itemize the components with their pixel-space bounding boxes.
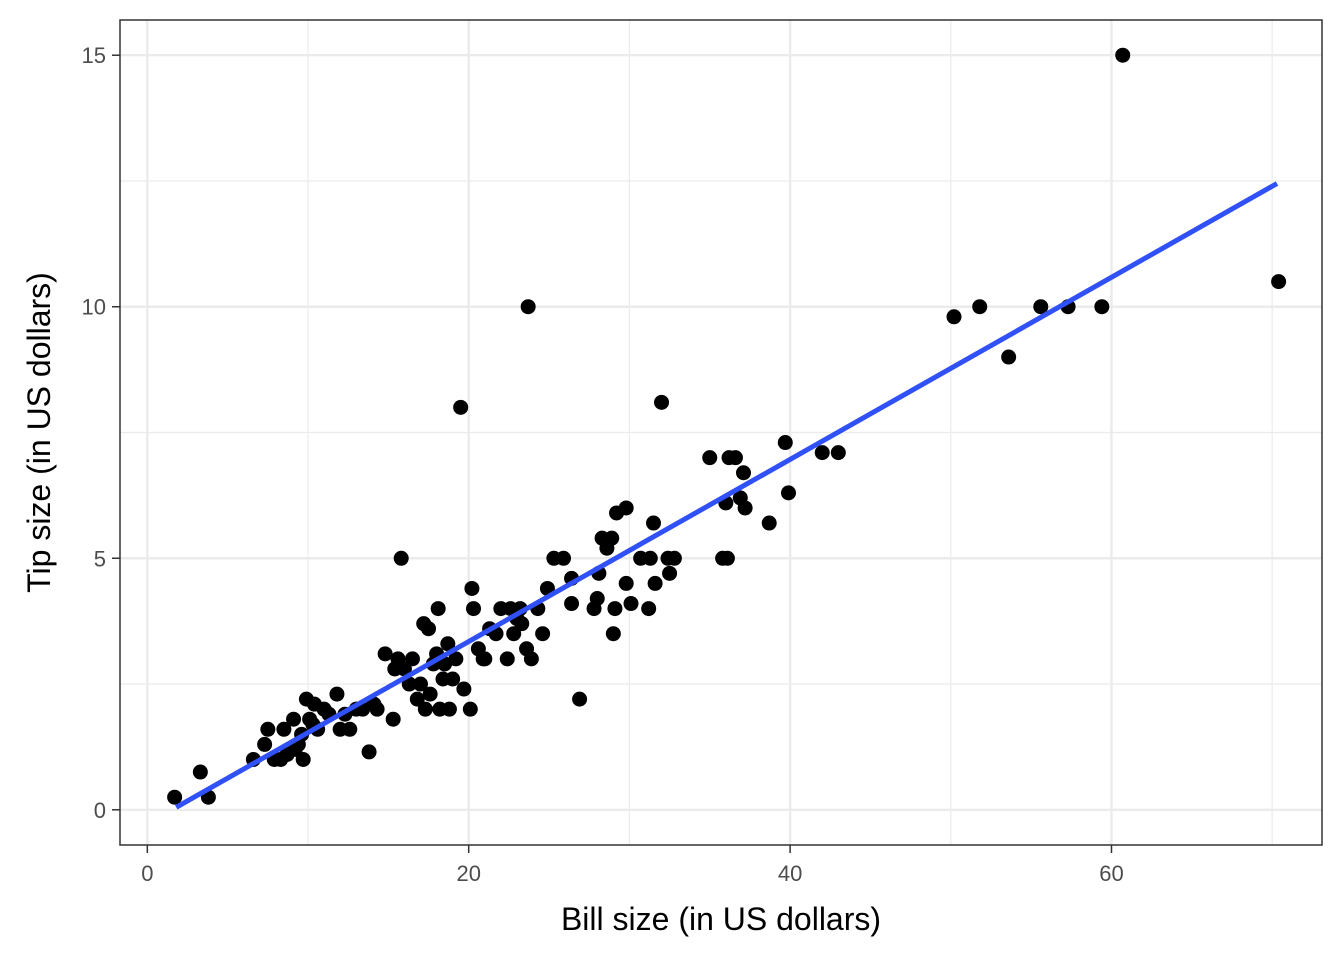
data-point xyxy=(401,676,417,692)
data-point xyxy=(727,450,743,466)
data-point xyxy=(430,601,446,617)
data-point xyxy=(702,450,718,466)
data-point xyxy=(666,550,682,566)
y-axis-title: Tip size (in US dollars) xyxy=(21,272,57,593)
data-point xyxy=(342,721,358,737)
data-point xyxy=(295,751,311,767)
panel-border xyxy=(119,19,1323,846)
data-point xyxy=(654,394,670,410)
data-point xyxy=(777,435,793,451)
x-tick-label: 40 xyxy=(778,861,802,886)
data-point xyxy=(329,686,345,702)
data-point xyxy=(737,500,753,516)
grid-minor xyxy=(120,20,1322,845)
data-point xyxy=(641,601,657,617)
y-tick-label: 5 xyxy=(94,546,106,571)
data-point xyxy=(413,676,428,692)
data-point xyxy=(1033,299,1049,315)
data-point xyxy=(761,515,777,531)
data-point xyxy=(369,701,385,717)
data-point xyxy=(260,721,276,737)
data-point xyxy=(564,596,580,612)
data-point xyxy=(646,515,662,531)
data-point xyxy=(477,651,493,667)
data-point xyxy=(499,651,515,667)
data-point xyxy=(618,500,634,516)
data-point xyxy=(520,299,536,315)
x-axis-title: Bill size (in US dollars) xyxy=(561,901,881,937)
data-point xyxy=(1115,47,1131,63)
x-tick-label: 0 xyxy=(141,861,153,886)
data-point xyxy=(572,691,588,707)
data-point xyxy=(589,591,605,607)
data-point xyxy=(404,651,420,667)
data-point xyxy=(393,550,409,566)
data-point xyxy=(523,651,539,667)
data-point xyxy=(464,580,480,596)
data-point xyxy=(735,465,751,481)
data-point xyxy=(396,661,412,677)
data-point xyxy=(440,636,456,652)
data-point xyxy=(448,651,464,667)
data-point xyxy=(441,701,457,717)
data-point xyxy=(814,445,830,461)
data-point xyxy=(361,744,377,760)
x-axis: 0 20 40 60 xyxy=(141,845,1124,886)
data-point xyxy=(276,721,292,737)
data-point xyxy=(286,711,302,727)
data-point xyxy=(257,736,273,752)
data-point xyxy=(647,575,663,591)
data-point xyxy=(506,626,522,642)
regression-line-segment xyxy=(175,181,1279,810)
y-tick-label: 15 xyxy=(82,43,106,68)
data-point xyxy=(604,530,620,546)
data-point xyxy=(1001,349,1017,365)
data-point xyxy=(1094,299,1110,315)
data-point xyxy=(453,399,469,415)
data-point xyxy=(466,601,482,617)
regression-line xyxy=(175,181,1279,810)
data-point xyxy=(421,621,437,637)
x-tick-label: 20 xyxy=(456,861,480,886)
data-point xyxy=(409,691,425,707)
data-point xyxy=(719,550,735,566)
data-point xyxy=(462,701,478,717)
data-point xyxy=(972,299,988,315)
data-point xyxy=(607,601,623,617)
data-point xyxy=(514,616,530,632)
data-point xyxy=(618,575,634,591)
data-point xyxy=(780,485,796,501)
data-point xyxy=(192,764,208,780)
data-point xyxy=(377,646,393,662)
data-point xyxy=(623,596,639,612)
data-point xyxy=(456,681,472,697)
y-tick-label: 0 xyxy=(94,798,106,823)
y-axis: 0 5 10 15 xyxy=(82,43,120,823)
data-point xyxy=(167,789,183,805)
data-point xyxy=(946,309,962,325)
x-tick-label: 60 xyxy=(1099,861,1123,886)
data-point xyxy=(642,550,658,566)
data-point xyxy=(556,550,572,566)
data-point xyxy=(662,565,678,581)
data-point xyxy=(1271,274,1287,290)
data-points xyxy=(167,47,1287,805)
data-point xyxy=(385,711,401,727)
y-tick-label: 10 xyxy=(82,295,106,320)
data-point xyxy=(422,686,438,702)
data-point xyxy=(417,701,433,717)
data-point xyxy=(535,626,551,642)
data-point xyxy=(445,671,461,687)
data-point xyxy=(605,626,621,642)
data-point xyxy=(830,445,846,461)
